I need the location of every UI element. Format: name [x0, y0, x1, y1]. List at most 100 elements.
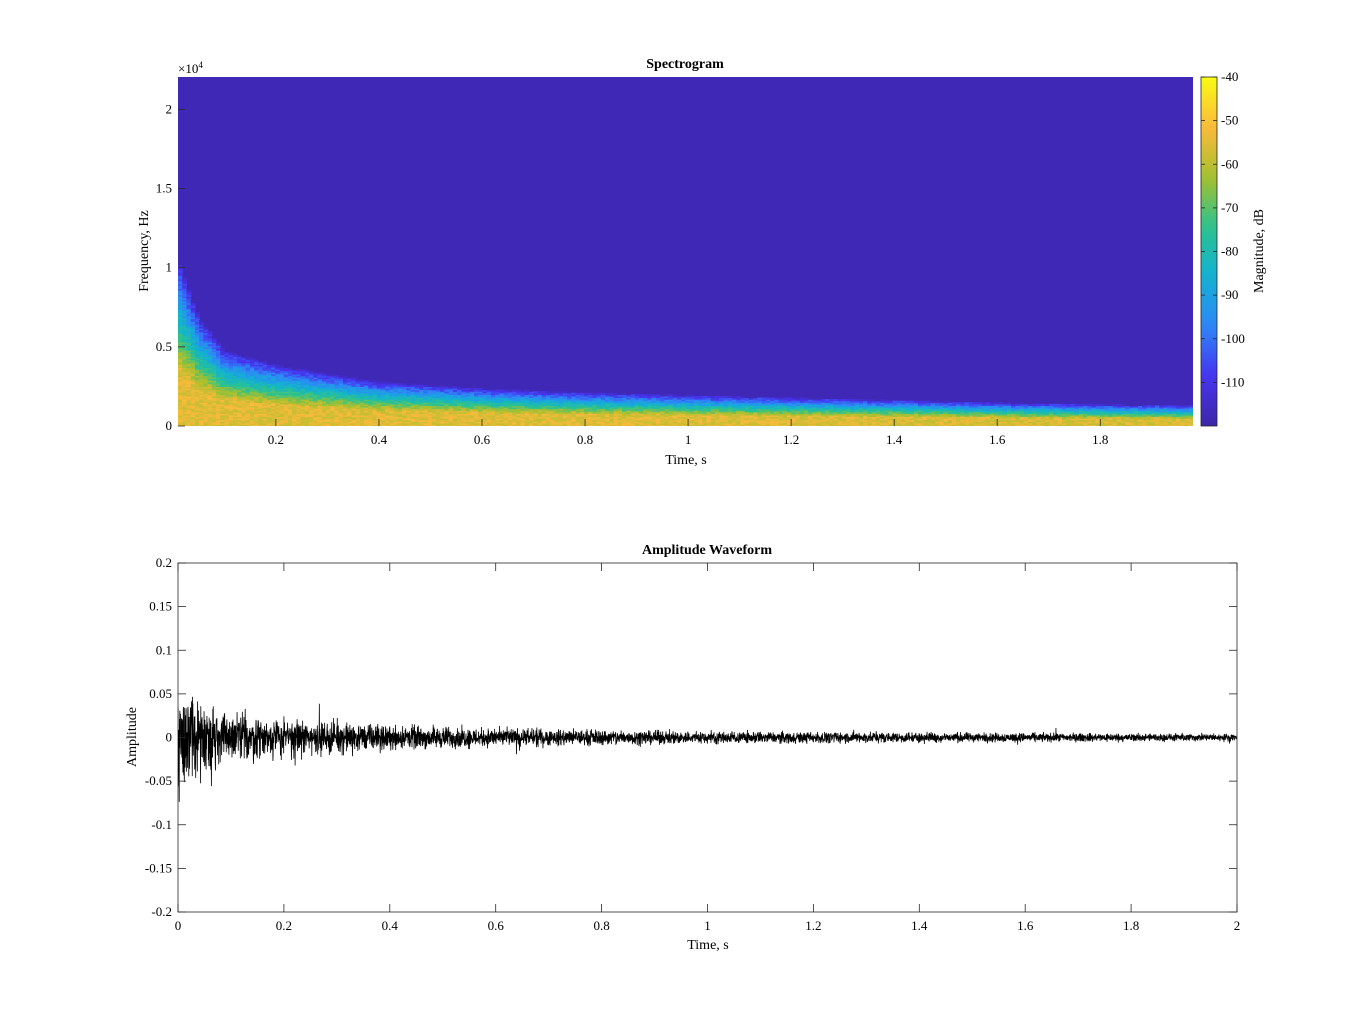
spectrogram-cell	[232, 391, 238, 394]
spectrogram-cell	[761, 397, 767, 400]
spectrogram-cell	[347, 414, 352, 418]
spectrogram-cell	[465, 408, 471, 411]
spectrogram-cell	[224, 391, 230, 394]
spectrogram-cell	[178, 405, 183, 408]
spectrogram-cell	[224, 408, 230, 411]
spectrogram-cell	[178, 383, 183, 386]
spectrogram-cell	[571, 411, 577, 414]
spectrogram-cell	[799, 410, 805, 413]
spectrogram-cell	[647, 397, 653, 400]
spectrogram-cell	[275, 388, 281, 391]
spectrogram-cell	[664, 416, 670, 419]
spectrogram-cell	[651, 405, 657, 408]
spectrogram-cell	[469, 405, 475, 408]
spectrogram-cell	[892, 419, 898, 422]
spectrogram-cell	[397, 388, 403, 391]
spectrogram-cell	[224, 421, 230, 424]
spectrogram-cell	[351, 384, 357, 388]
spectrogram-cell	[791, 419, 797, 422]
spectrogram-cell	[368, 395, 374, 399]
spectrogram-cell	[761, 414, 767, 418]
spectrogram-cell	[968, 421, 974, 424]
spectrogram-cell	[190, 300, 196, 304]
spectrogram-cell	[685, 397, 691, 400]
spectrogram-cell	[973, 407, 978, 410]
spectrogram-cell	[533, 399, 539, 402]
spectrogram-cell	[761, 400, 767, 403]
spectrogram-cell	[275, 367, 281, 370]
spectrogram-cell	[833, 399, 839, 402]
spectrogram-cell	[888, 414, 894, 418]
spectrogram-cell	[402, 392, 407, 395]
spectrogram-cell	[605, 395, 610, 399]
spectrogram-cell	[287, 397, 293, 400]
spectrogram-cell	[584, 413, 589, 416]
spectrogram-cell	[368, 424, 374, 426]
spectrogram-cell	[685, 407, 691, 410]
spectrogram-cell	[266, 414, 272, 418]
spectrogram-cell	[622, 405, 627, 408]
spectrogram-cell	[296, 388, 302, 391]
spectrogram-cell	[930, 408, 936, 411]
spectrogram-cell	[884, 421, 890, 424]
spectrogram-cell	[254, 399, 259, 402]
spectrogram-cell	[507, 403, 513, 407]
spectrogram-cell	[770, 408, 775, 411]
spectrogram-cell	[334, 391, 340, 394]
spectrogram-cell	[321, 414, 327, 418]
spectrogram-cell	[237, 397, 243, 400]
spectrogram-cell	[448, 399, 454, 402]
spectrogram-cell	[220, 357, 226, 361]
spectrogram-cell	[402, 403, 407, 407]
spectrogram-cell	[190, 418, 196, 421]
spectrogram-cell	[558, 422, 564, 426]
spectrogram-cell	[452, 413, 458, 416]
spectrogram-cell	[368, 411, 374, 414]
spectrogram-cell	[292, 373, 298, 376]
spectrogram-cell	[710, 405, 716, 408]
spectrogram-cell	[376, 392, 382, 395]
spectrogram-cell	[833, 414, 839, 418]
spectrogram-cell	[592, 394, 598, 397]
spectrogram-cell	[617, 419, 623, 422]
spectrogram-cell	[309, 418, 314, 421]
spectrogram-cell	[376, 391, 382, 394]
spectrogram-cell	[740, 405, 746, 408]
spectrogram-cell	[216, 365, 221, 369]
spectrogram-cell	[922, 411, 928, 414]
spectrogram-cell	[228, 386, 234, 389]
spectrogram-cell	[791, 410, 797, 413]
spectrogram-cell	[905, 411, 911, 414]
spectrogram-cell	[190, 383, 196, 386]
spectrogram-cell	[600, 407, 606, 410]
spectrogram-cell	[841, 416, 847, 419]
spectrogram-cell	[888, 405, 894, 408]
spectrogram-cell	[207, 361, 213, 364]
spectrogram-cell	[799, 397, 805, 400]
spectrogram-cell	[812, 408, 818, 411]
spectrogram-cell	[440, 403, 446, 407]
spectrogram-cell	[330, 376, 336, 380]
spectrogram-cell	[178, 262, 183, 266]
spectrogram-cell	[385, 399, 391, 402]
spectrogram-cell	[186, 302, 192, 305]
spectrogram-cell	[774, 403, 780, 407]
spectrogram-cell	[609, 392, 615, 395]
spectrogram-cell	[389, 391, 395, 394]
spectrogram-cell	[461, 418, 467, 421]
spectrogram-cell	[275, 369, 281, 372]
spectrogram-cell	[947, 407, 953, 410]
spectrogram-cell	[178, 340, 183, 343]
spectrogram-cell	[347, 419, 352, 422]
spectrogram-cell	[342, 395, 348, 399]
spectrogram-cell	[254, 364, 259, 367]
spectrogram-cell	[600, 419, 606, 422]
spectrogram-cell	[211, 422, 217, 426]
spectrogram-cell	[693, 402, 699, 405]
spectrogram-cell	[300, 388, 306, 391]
spectrogram-cell	[778, 410, 784, 413]
spectrogram-cell	[710, 419, 716, 422]
spectrogram-cell	[706, 422, 712, 426]
spectrogram-cell	[744, 418, 750, 421]
spectrogram-cell	[330, 424, 336, 426]
